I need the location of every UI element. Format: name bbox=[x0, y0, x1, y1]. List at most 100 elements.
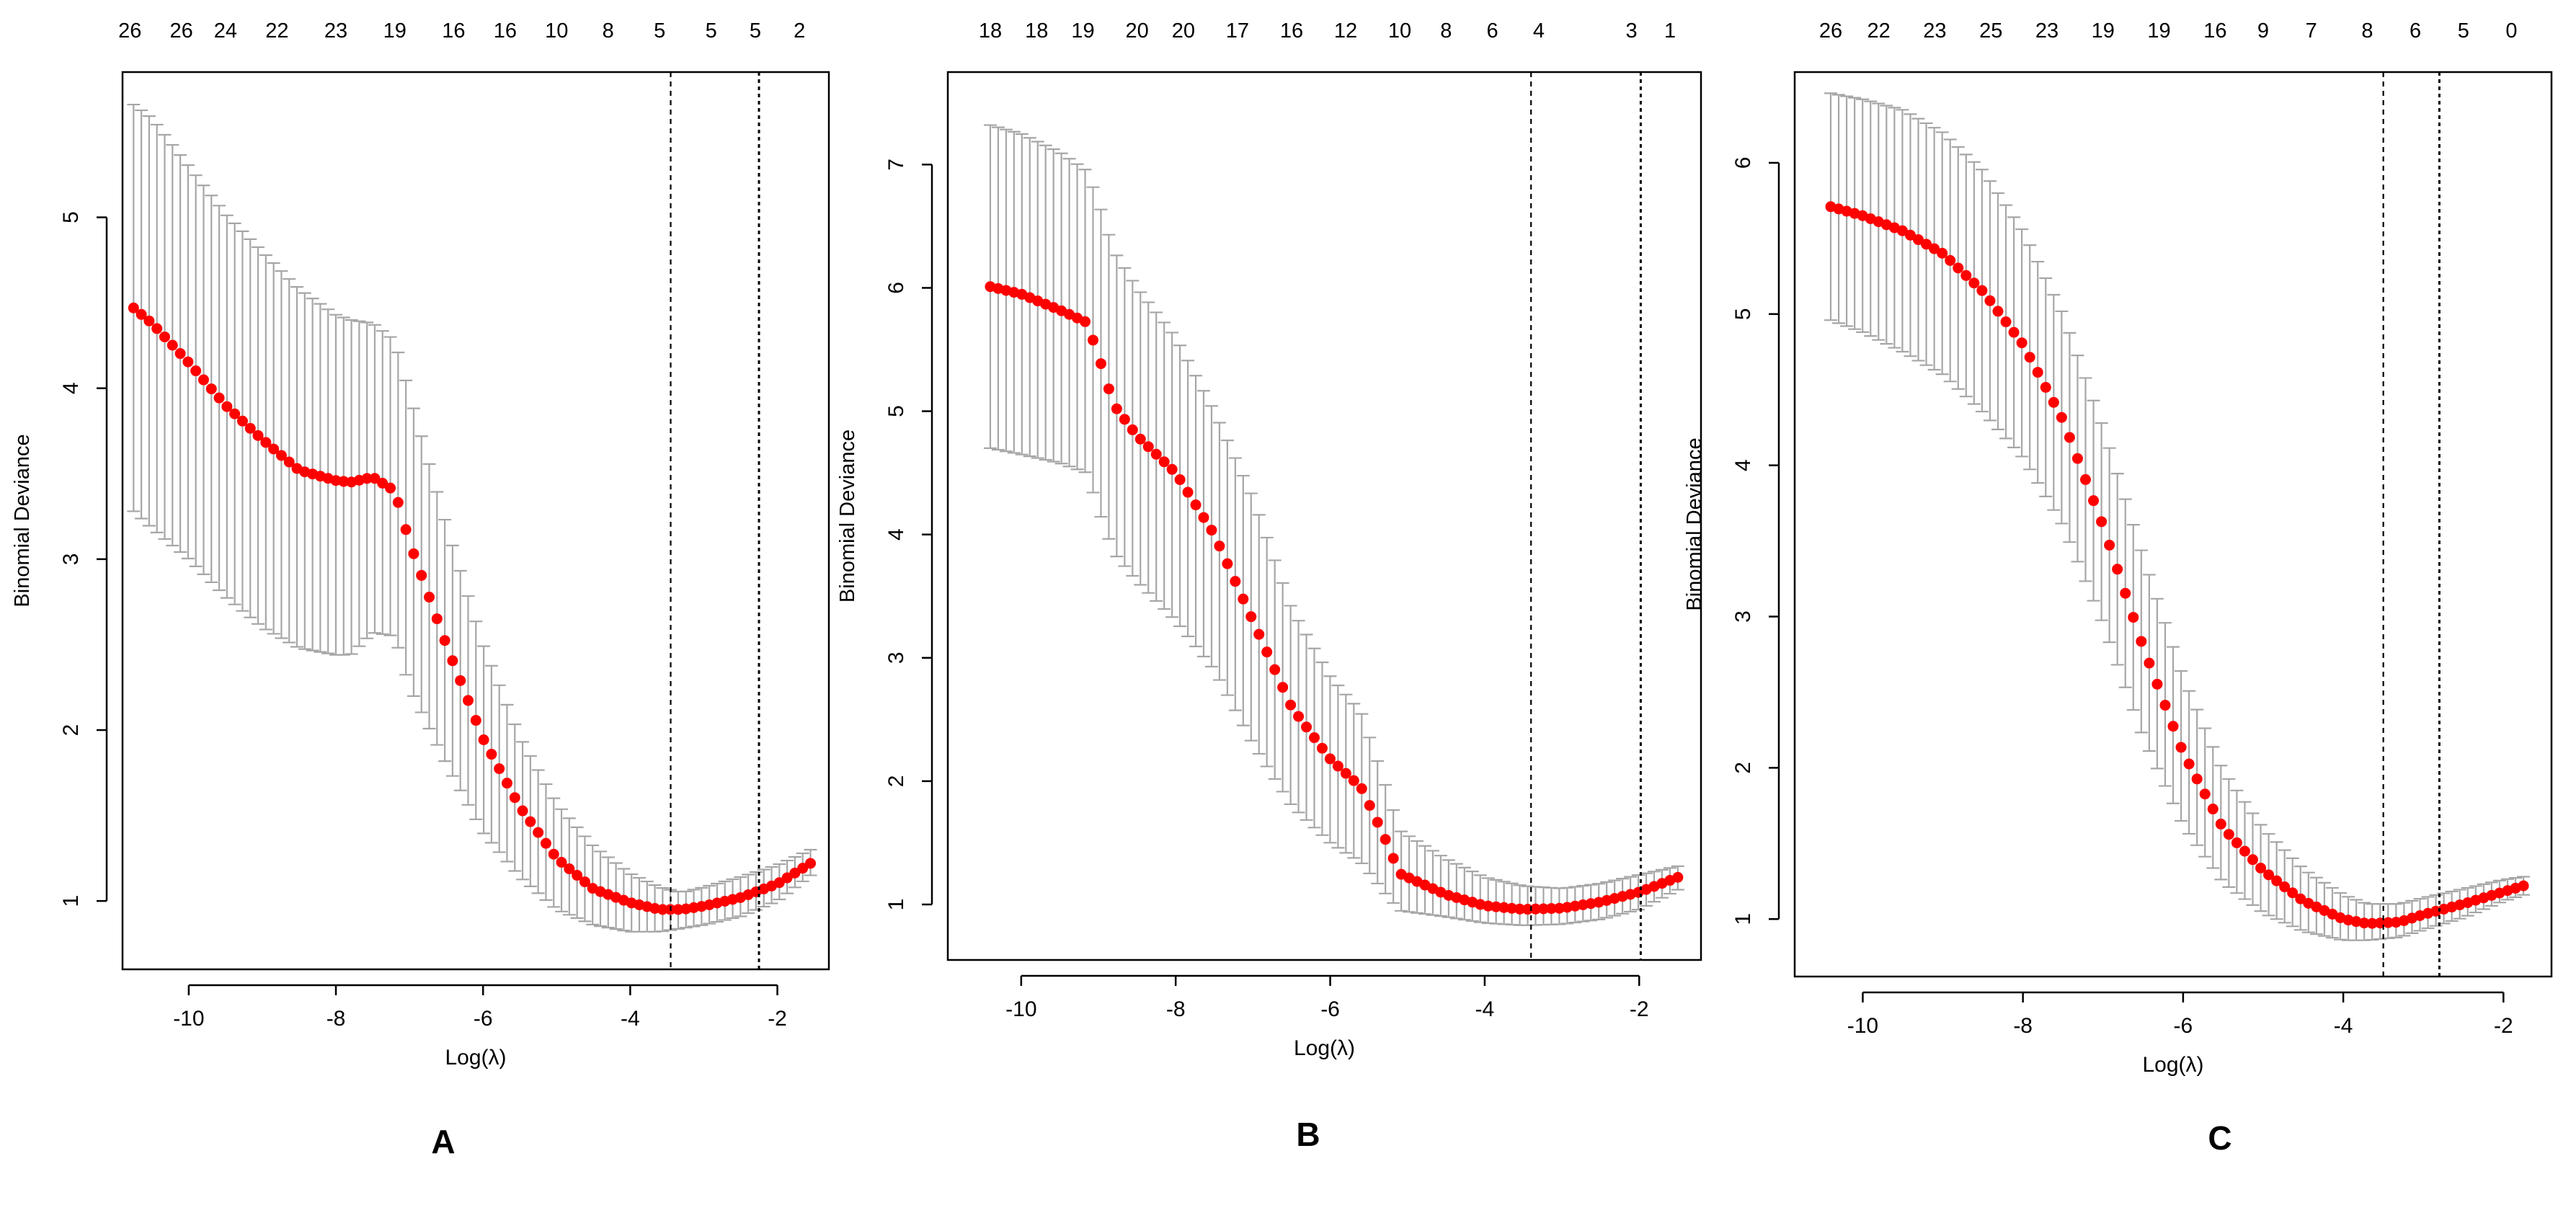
panel-c-mean-point bbox=[2191, 773, 2203, 785]
panel-a-mean-point bbox=[151, 323, 163, 334]
panel-b-mean-point bbox=[1332, 760, 1343, 772]
panel-a-mean-point bbox=[408, 548, 419, 559]
panel-b-top-axis-label: 12 bbox=[1334, 19, 1357, 43]
panel-c-mean-point bbox=[2255, 862, 2267, 873]
panel-b-mean-point bbox=[1380, 834, 1391, 845]
panel-c-mean-point bbox=[2128, 612, 2139, 623]
panel-b-mean-point bbox=[1553, 902, 1565, 914]
panel-c-top-axis-label: 16 bbox=[2203, 19, 2226, 43]
panel-b-x-axis: -10 -8 -6 -4 -2 bbox=[1005, 974, 1649, 1021]
panel-c-mean-point bbox=[2144, 657, 2155, 669]
panel-b-mean-point bbox=[1087, 334, 1098, 346]
panel-c-mean-point bbox=[1984, 295, 1996, 306]
panel-a-mean-point bbox=[797, 863, 809, 874]
panel-a-top-axis-label: 23 bbox=[324, 19, 347, 43]
panel-c-mean-point bbox=[2048, 396, 2059, 408]
panel-c-mean-points bbox=[1825, 201, 2529, 929]
panel-c-mean-point bbox=[2518, 880, 2529, 891]
panel-c-top-axis-label: 0 bbox=[2505, 19, 2517, 43]
panel-a-mean-point bbox=[143, 315, 155, 326]
panel-c-mean-point bbox=[2199, 788, 2211, 800]
panel-b-mean-point bbox=[1158, 456, 1170, 468]
panel-c-top-axis-label: 9 bbox=[2257, 19, 2269, 43]
panel-c-mean-point bbox=[2112, 564, 2123, 575]
panel-a-mean-point bbox=[260, 437, 272, 448]
panel-b-mean-point bbox=[1285, 699, 1297, 711]
panel-b-top-axis-label: 17 bbox=[1226, 19, 1249, 43]
panel-b-plot-frame bbox=[946, 71, 1702, 961]
panel-b-mean-point bbox=[1529, 903, 1541, 915]
panel-a-top-axis-label: 16 bbox=[442, 19, 465, 43]
panel-a-y-tick-label: 1 bbox=[59, 895, 83, 907]
panel-c-x-label: Log(λ) bbox=[2142, 1053, 2203, 1077]
panel-a-mean-point bbox=[533, 827, 544, 838]
panel-a-mean-point bbox=[672, 904, 684, 915]
panel-a-mean-point bbox=[478, 734, 489, 745]
panel-c-mean-point bbox=[1953, 262, 1964, 274]
panel-a-mean-point bbox=[361, 473, 373, 484]
panel-b-mean-point bbox=[1119, 414, 1130, 425]
panel-c-x-tick-label: -4 bbox=[2334, 1014, 2353, 1038]
panel-b-mean-point bbox=[1174, 474, 1186, 486]
panel-c-y-tick-label: 3 bbox=[1731, 610, 1755, 623]
panel-b-y-axis: 1 2 3 4 5 6 7 bbox=[884, 159, 933, 910]
panel-b-mean-point bbox=[1166, 463, 1178, 475]
panel-c-mean-point bbox=[2175, 742, 2187, 753]
panel-a-top-axis-label: 5 bbox=[750, 19, 761, 43]
panel-a-mean-point bbox=[275, 450, 287, 461]
panel-c-mean-point bbox=[1913, 234, 1924, 246]
panel-b-mean-point bbox=[1190, 499, 1202, 511]
panel-a-mean-point bbox=[205, 383, 217, 395]
panel-a-top-axis-label: 26 bbox=[118, 19, 141, 43]
panel-c-x-tick-label: -10 bbox=[1847, 1014, 1878, 1038]
panel-b-x-tick-label: -10 bbox=[1005, 997, 1036, 1021]
panel-a-mean-point bbox=[548, 848, 559, 860]
panel-a-mean-point bbox=[236, 415, 248, 427]
panel-b-y-tick-label: 3 bbox=[884, 652, 908, 664]
panel-b-top-axis-label: 10 bbox=[1388, 19, 1411, 43]
panel-a-mean-point bbox=[509, 792, 520, 804]
panel-a-mean-point bbox=[416, 569, 427, 581]
panel-c-mean-point bbox=[2358, 917, 2370, 929]
panel-c-top-axis: 26 22 23 25 23 19 19 16 9 7 8 6 5 0 bbox=[1819, 19, 2518, 43]
panel-c-y-tick-label: 2 bbox=[1731, 762, 1755, 774]
panel-c-label: C bbox=[2208, 1119, 2231, 1157]
panel-b-mean-point bbox=[1672, 871, 1684, 883]
panel-c-top-axis-label: 6 bbox=[2410, 19, 2421, 43]
panel-b-x-tick-label: -8 bbox=[1166, 997, 1186, 1021]
panel-a-mean-point bbox=[424, 592, 435, 603]
panel-b-mean-point bbox=[1222, 558, 1233, 569]
panel-c-mean-point bbox=[2151, 678, 2163, 690]
panel-b-top-axis-label: 20 bbox=[1125, 19, 1148, 43]
panel-b-top-axis-label: 19 bbox=[1071, 19, 1094, 43]
panel-c-mean-point bbox=[2104, 539, 2115, 551]
panel-a-top-axis-label: 8 bbox=[603, 19, 614, 43]
panel-b-mean-point bbox=[1206, 525, 1217, 536]
panel-a-mean-point bbox=[166, 339, 178, 351]
panel-b-mean-point bbox=[1348, 775, 1359, 786]
panel-a-top-axis: 26 26 24 22 23 19 16 16 10 8 5 5 5 2 bbox=[118, 19, 805, 43]
panel-a-mean-point bbox=[572, 870, 583, 881]
panel-c-mean-point bbox=[2215, 818, 2226, 830]
panel-a-mean-point bbox=[564, 863, 575, 875]
panel-c-mean-point bbox=[2382, 917, 2394, 928]
panel-b-mean-point bbox=[1198, 512, 1209, 523]
panel-a-x-tick-label: -6 bbox=[474, 1007, 493, 1031]
panel-b-x-tick-label: -6 bbox=[1320, 997, 1340, 1021]
panel-c-top-axis-label: 19 bbox=[2092, 19, 2115, 43]
panel-a-mean-point bbox=[182, 356, 194, 368]
panel-c-mean-point bbox=[2000, 316, 2012, 328]
panel-a-mean-point bbox=[455, 675, 466, 686]
panel-a-mean-point bbox=[392, 497, 404, 508]
panel-c-mean-point bbox=[2071, 453, 2083, 464]
panel-a-y-tick-label: 3 bbox=[59, 553, 83, 566]
panel-b-mean-point bbox=[1498, 902, 1510, 913]
panel-c-mean-point bbox=[2183, 758, 2195, 770]
panel-c-top-axis-label: 26 bbox=[1819, 19, 1842, 43]
panel-a-mean-point bbox=[804, 858, 816, 869]
panel-c-mean-point bbox=[2223, 829, 2234, 840]
panel-c-mean-point bbox=[1968, 277, 1980, 289]
panel-b-mean-point bbox=[1537, 903, 1549, 915]
panel-c-mean-point bbox=[1992, 306, 2004, 317]
panel-b-y-tick-label: 2 bbox=[884, 775, 908, 788]
